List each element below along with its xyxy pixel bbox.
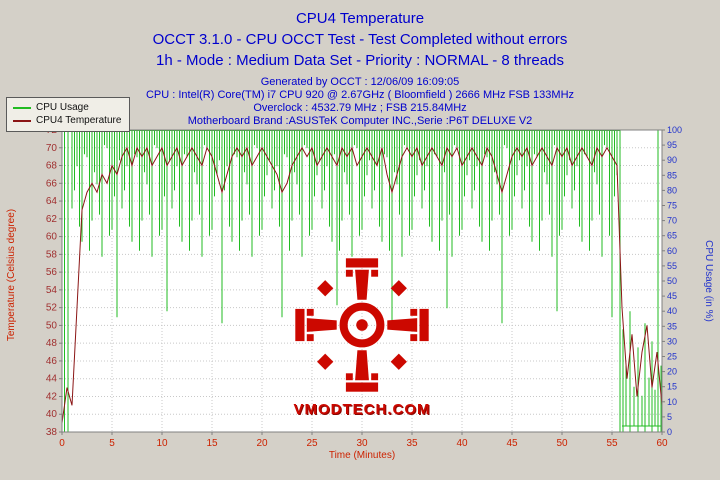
svg-text:15: 15 [206,438,218,449]
svg-text:44: 44 [46,374,58,385]
svg-text:5: 5 [667,412,672,422]
x-axis-title: Time (Minutes) [328,450,396,461]
svg-text:15: 15 [667,382,677,392]
svg-text:25: 25 [667,352,677,362]
svg-text:70: 70 [667,216,677,226]
watermark: VMODTECH.COM [277,256,447,418]
svg-text:10: 10 [667,397,677,407]
svg-text:45: 45 [667,291,677,301]
svg-text:62: 62 [46,214,58,225]
legend-item-cpu-usage: CPU Usage [13,101,121,114]
svg-text:90: 90 [667,155,677,165]
info-overclock: Overclock : 4532.79 MHz ; FSB 215.84MHz [253,102,467,114]
svg-text:60: 60 [667,246,677,256]
svg-text:65: 65 [667,231,677,241]
info-motherboard: Motherboard Brand :ASUSTeK Computer INC.… [187,115,533,127]
svg-text:75: 75 [667,201,677,211]
svg-text:60: 60 [656,438,668,449]
svg-text:40: 40 [46,409,58,420]
svg-text:38: 38 [46,427,58,438]
svg-text:64: 64 [46,196,58,207]
legend-label-cpu4-temperature: CPU4 Temperature [36,115,122,126]
svg-text:95: 95 [667,140,677,150]
svg-text:70: 70 [46,143,58,154]
svg-text:20: 20 [256,438,268,449]
vmodtech-logo-icon [295,258,429,392]
svg-text:48: 48 [46,338,58,349]
cpu4-temperature-line-swatch [13,119,31,122]
svg-text:52: 52 [46,303,58,314]
svg-text:55: 55 [667,261,677,271]
svg-text:40: 40 [456,438,468,449]
svg-text:0: 0 [667,427,672,437]
svg-text:35: 35 [667,321,677,331]
svg-text:42: 42 [46,391,58,402]
svg-text:66: 66 [46,178,58,189]
watermark-text: VMODTECH.COM [293,401,431,418]
svg-text:40: 40 [667,306,677,316]
legend-label-cpu-usage: CPU Usage [36,102,89,113]
svg-text:100: 100 [667,125,682,135]
chart-header: CPU4 Temperature OCCT 3.1.0 - CPU OCCT T… [0,0,720,128]
svg-text:25: 25 [306,438,318,449]
svg-text:30: 30 [356,438,368,449]
page-title: CPU4 Temperature [295,10,425,27]
svg-text:30: 30 [667,336,677,346]
svg-text:56: 56 [46,267,58,278]
info-generated: Generated by OCCT : 12/06/09 16:09:05 [260,76,460,88]
legend-item-cpu4-temperature: CPU4 Temperature [13,114,121,127]
svg-text:10: 10 [156,438,168,449]
chart-subtitle-1: OCCT 3.1.0 - CPU OCCT Test - Test Comple… [152,31,568,48]
cpu-usage-line-swatch [13,106,31,109]
svg-text:80: 80 [667,185,677,195]
svg-text:45: 45 [506,438,518,449]
svg-text:35: 35 [406,438,418,449]
svg-text:60: 60 [46,232,58,243]
svg-text:55: 55 [606,438,618,449]
svg-text:85: 85 [667,170,677,180]
chart-subtitle-2: 1h - Mode : Medium Data Set - Priority :… [156,52,564,69]
svg-text:58: 58 [46,249,58,260]
svg-text:46: 46 [46,356,58,367]
info-cpu: CPU : Intel(R) Core(TM) i7 CPU 920 @ 2.6… [145,89,575,101]
svg-text:0: 0 [59,438,65,449]
svg-text:50: 50 [46,320,58,331]
y-axis-right-title: CPU Usage (in %) [703,240,714,322]
svg-text:50: 50 [667,276,677,286]
svg-text:50: 50 [556,438,568,449]
legend: CPU Usage CPU4 Temperature [6,97,131,132]
y-axis-left-title: Temperature (Celsius degree) [6,208,17,342]
svg-text:5: 5 [109,438,115,449]
svg-text:54: 54 [46,285,58,296]
svg-text:68: 68 [46,161,58,172]
svg-text:20: 20 [667,367,677,377]
system-info-block: Generated by OCCT : 12/06/09 16:09:05 CP… [0,76,720,128]
